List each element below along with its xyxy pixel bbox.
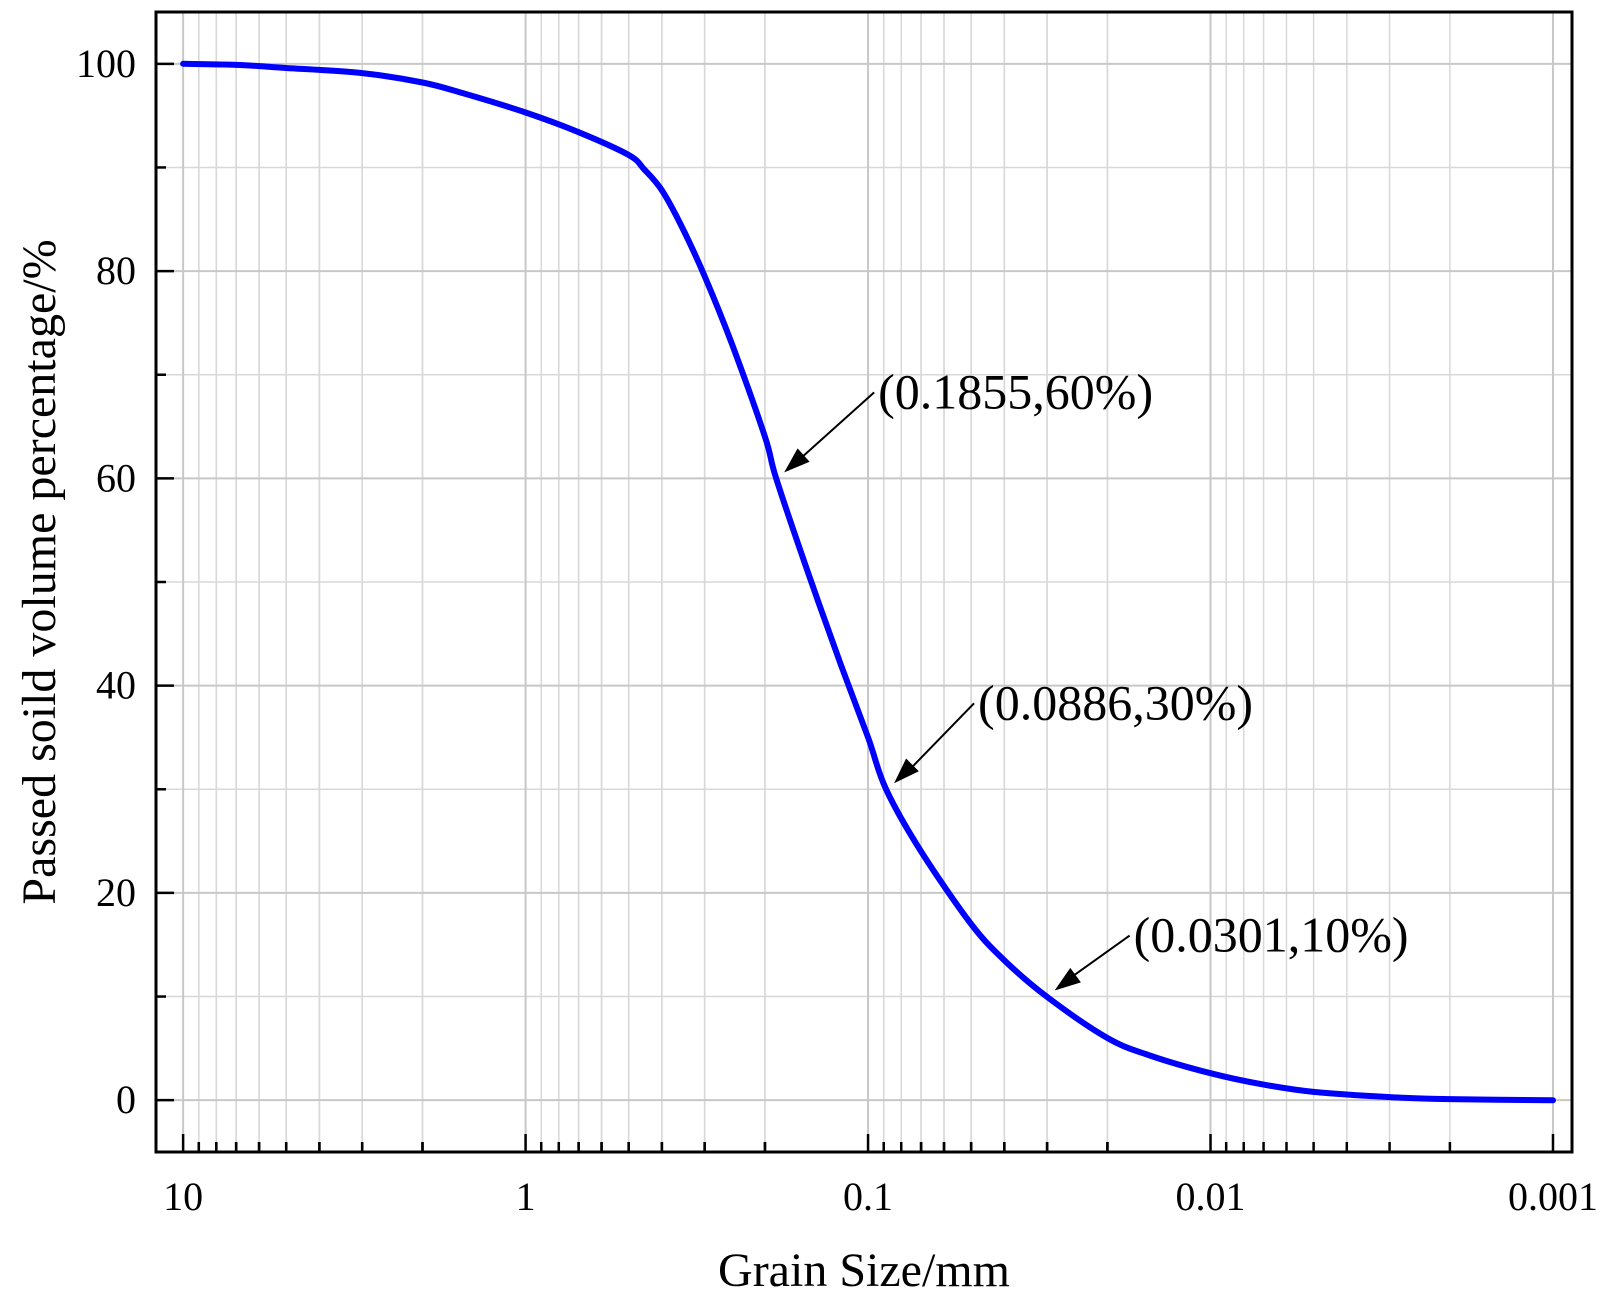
x-tick-label: 10 [163,1174,203,1219]
x-tick-labels: 10 1 0.1 0.01 0.001 [163,1174,1598,1219]
y-axis-label: Passed soild volume percentage/% [13,239,66,904]
x-tick-label: 0.1 [843,1174,893,1219]
y-tick-labels: 0 20 40 60 80 100 [76,41,136,1122]
minor-grid [156,12,1572,1152]
x-tick-label: 0.01 [1176,1174,1246,1219]
y-tick-label: 40 [96,663,136,708]
y-tick-label: 100 [76,41,136,86]
annotation-label: (0.0301,10%) [1134,907,1409,963]
y-tick-label: 20 [96,870,136,915]
axis-ticks [156,62,1555,1152]
major-grid [156,12,1572,1152]
x-tick-label: 1 [516,1174,536,1219]
y-tick-label: 60 [96,455,136,500]
annotation-arrowhead [784,448,810,473]
annotations: (0.1855,60%) (0.0886,30%) (0.0301,10%) [784,363,1409,991]
annotation-arrowhead [1054,967,1081,991]
x-axis-label: Grain Size/mm [718,1244,1010,1297]
series-line [180,60,1556,1104]
annotation-arrow [1066,934,1131,982]
x-tick-label: 0.001 [1508,1174,1598,1219]
annotation-label: (0.0886,30%) [978,674,1253,730]
annotation-arrow [795,391,875,464]
annotation-arrowhead [894,758,919,784]
annotation-arrow [905,702,975,774]
y-tick-label: 80 [96,248,136,293]
y-tick-label: 0 [116,1077,136,1122]
annotation-label: (0.1855,60%) [878,363,1153,419]
